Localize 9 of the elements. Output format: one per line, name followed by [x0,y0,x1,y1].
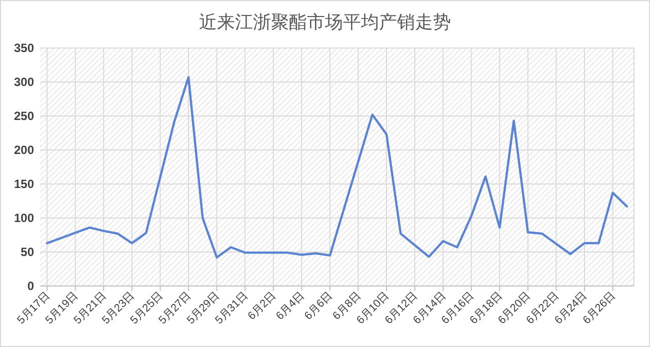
y-tick-label: 350 [14,41,34,55]
y-tick-label: 200 [14,143,34,157]
y-tick-label: 0 [27,279,34,293]
y-tick-label: 50 [20,245,34,259]
y-tick-label: 300 [14,75,34,89]
y-tick-label: 250 [14,109,34,123]
y-tick-label: 100 [14,211,34,225]
chart-title: 近来江浙聚酯市场平均产销走势 [199,12,451,32]
y-tick-label: 150 [14,177,34,191]
